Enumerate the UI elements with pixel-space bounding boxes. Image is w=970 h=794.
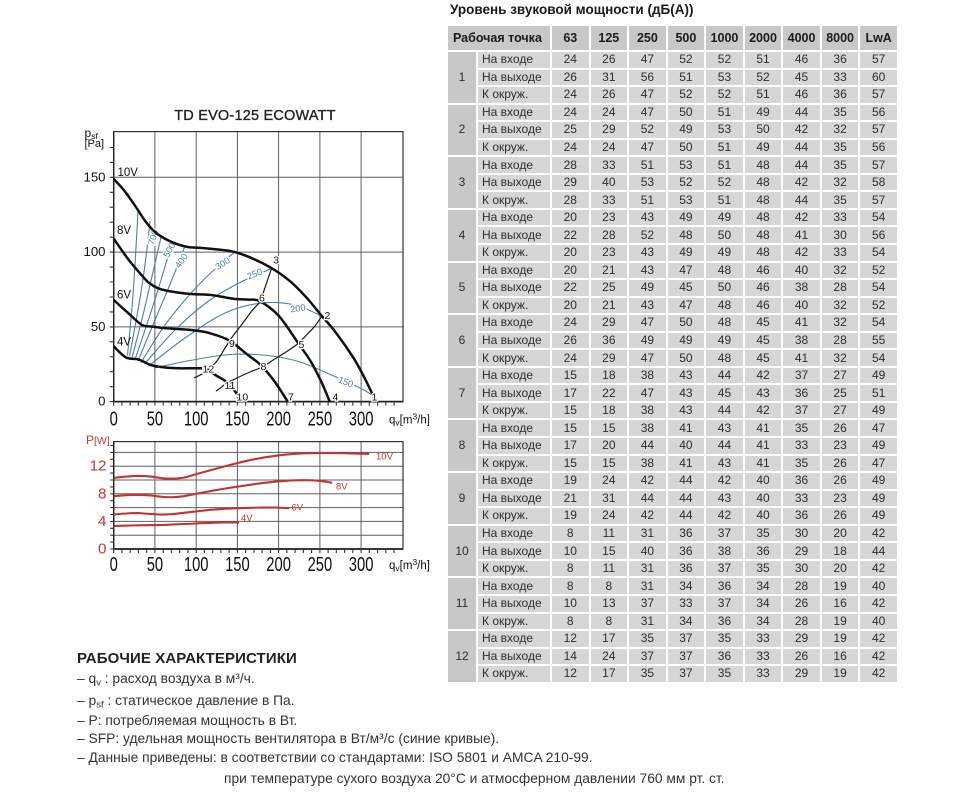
svg-text:150: 150	[225, 553, 250, 576]
svg-text:400: 400	[173, 252, 190, 270]
svg-text:50: 50	[91, 319, 106, 334]
svg-text:200: 200	[266, 407, 291, 430]
svg-text:8: 8	[261, 361, 267, 373]
svg-text:4: 4	[98, 513, 106, 530]
svg-text:8V: 8V	[117, 225, 131, 237]
svg-text:50: 50	[147, 407, 163, 430]
svg-text:9: 9	[229, 338, 235, 350]
svg-text:4V: 4V	[241, 513, 253, 524]
svg-text:11: 11	[225, 380, 236, 392]
svg-text:150: 150	[337, 375, 355, 390]
svg-text:100: 100	[83, 244, 105, 259]
svg-text:5: 5	[299, 339, 305, 351]
svg-text:150: 150	[225, 407, 250, 430]
svg-text:6: 6	[259, 293, 265, 305]
svg-text:150: 150	[83, 169, 105, 184]
svg-text:300: 300	[349, 407, 374, 430]
svg-text:12: 12	[203, 364, 215, 376]
svg-text:6V: 6V	[117, 290, 131, 302]
svg-text:7: 7	[288, 392, 294, 404]
svg-text:10V: 10V	[118, 167, 139, 179]
svg-text:qv[m3/h]: qv[m3/h]	[389, 557, 430, 573]
svg-text:200: 200	[290, 302, 307, 314]
svg-text:8V: 8V	[336, 482, 348, 493]
svg-text:8: 8	[98, 485, 106, 502]
svg-text:TD EVO-125 ECOWATT: TD EVO-125 ECOWATT	[174, 108, 336, 124]
svg-text:300: 300	[349, 553, 374, 576]
svg-text:300: 300	[214, 255, 232, 272]
svg-text:2: 2	[325, 310, 331, 322]
svg-text:6V: 6V	[292, 503, 304, 514]
svg-text:12: 12	[90, 458, 107, 475]
svg-text:[Pa]: [Pa]	[85, 138, 105, 150]
svg-text:3: 3	[273, 255, 279, 267]
svg-text:4V: 4V	[117, 337, 131, 349]
svg-text:10: 10	[237, 392, 249, 404]
svg-text:10V: 10V	[376, 452, 394, 463]
svg-text:100: 100	[184, 553, 209, 576]
svg-text:50: 50	[147, 553, 163, 576]
svg-text:250: 250	[308, 407, 333, 430]
svg-text:0: 0	[98, 541, 106, 558]
svg-text:1: 1	[372, 392, 378, 404]
svg-text:200: 200	[290, 302, 307, 314]
svg-text:200: 200	[266, 553, 291, 576]
svg-text:100: 100	[184, 407, 209, 430]
svg-text:P[W]: P[W]	[86, 433, 110, 447]
svg-text:4: 4	[333, 392, 339, 404]
svg-text:0: 0	[110, 553, 118, 576]
svg-text:0: 0	[98, 394, 105, 409]
svg-text:0: 0	[110, 407, 118, 430]
svg-text:250: 250	[246, 266, 264, 281]
svg-text:qv[m3/h]: qv[m3/h]	[389, 412, 430, 428]
svg-text:250: 250	[308, 553, 333, 576]
